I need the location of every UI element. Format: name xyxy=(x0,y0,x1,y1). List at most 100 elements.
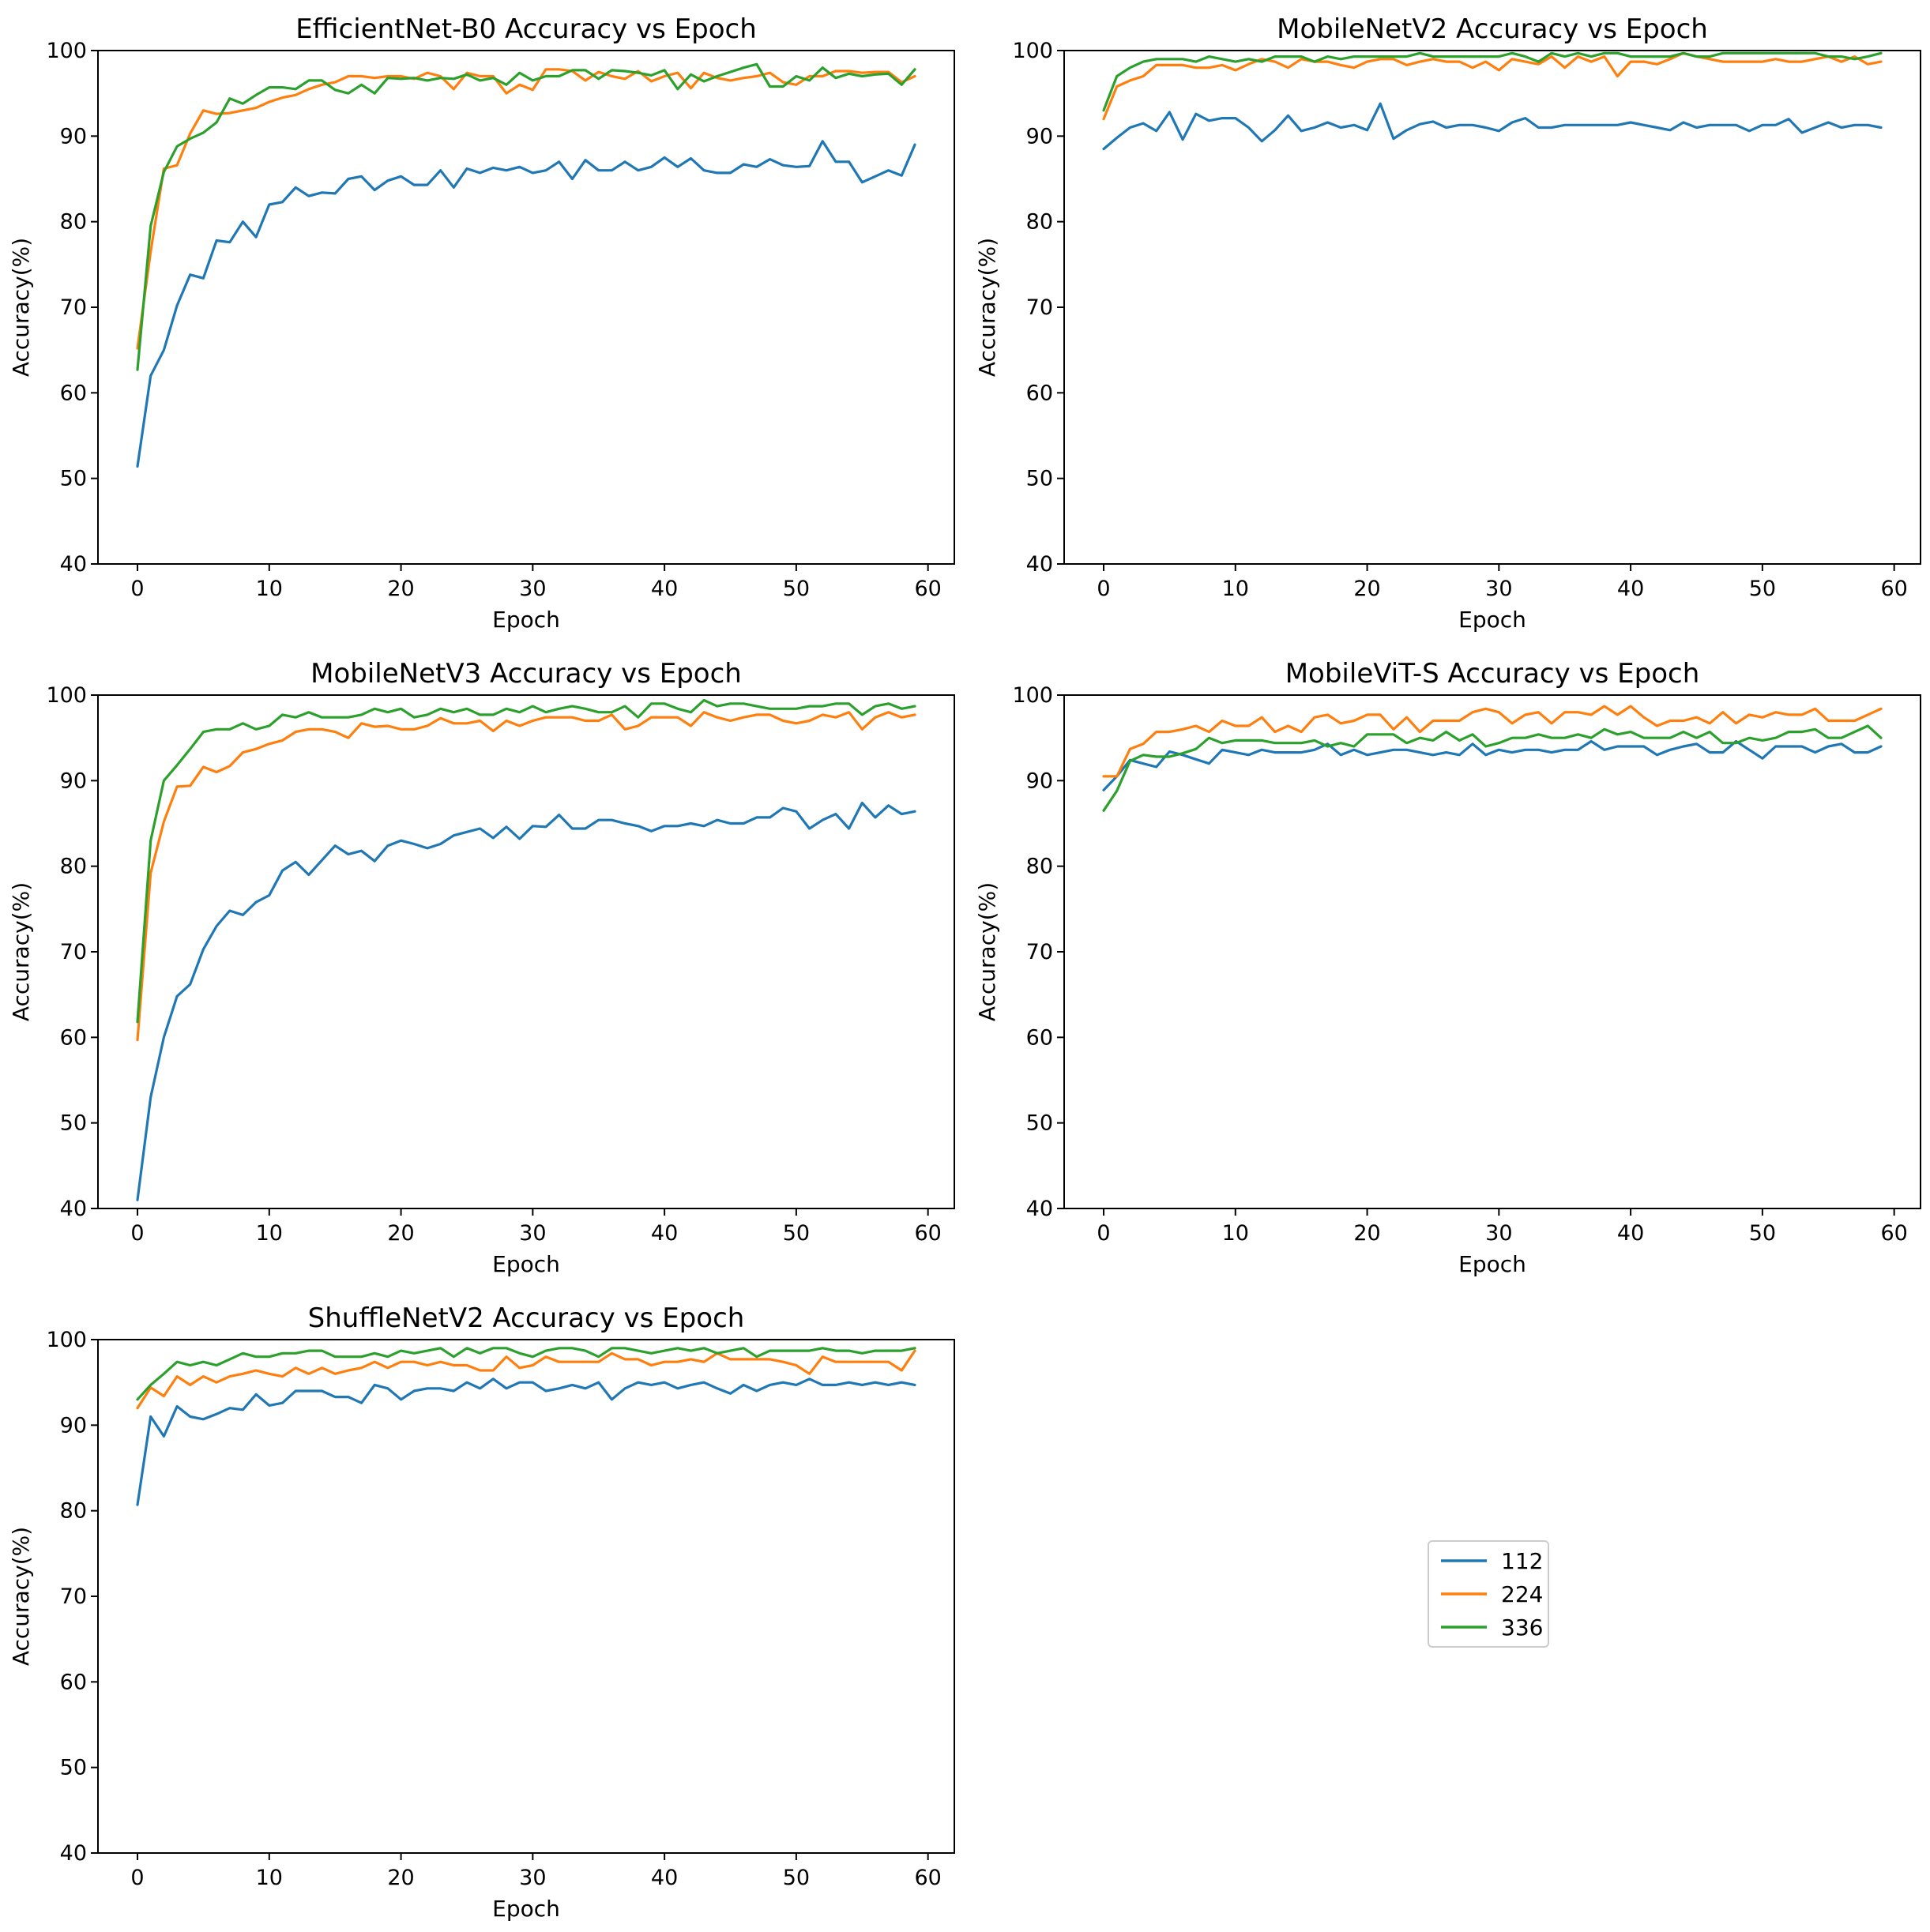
y-tick-label: 100 xyxy=(46,39,87,63)
x-tick-label: 60 xyxy=(914,1866,941,1890)
y-tick-label: 60 xyxy=(1026,1025,1053,1050)
axes-frame xyxy=(97,50,955,565)
x-tick-label: 10 xyxy=(256,1221,283,1246)
y-tick-label: 60 xyxy=(1026,381,1053,405)
y-tick-label: 50 xyxy=(60,467,87,491)
x-tick-label: 0 xyxy=(130,1221,144,1246)
y-tick-label: 40 xyxy=(60,1841,87,1866)
series-line-112 xyxy=(136,140,916,468)
chart-mobilenetv2-accuracy-vs-epoch: MobileNetV2 Accuracy vs Epoch 0 10 20 30 40 50… xyxy=(974,13,1921,633)
y-tick-label: 90 xyxy=(60,1413,87,1438)
series-line-336 xyxy=(136,698,916,1024)
x-tick-label: 10 xyxy=(256,1866,283,1890)
chart-shufflenetv2-accuracy-vs-epoch: ShuffleNetV2 Accuracy vs Epoch 0 10 20 30 40 5… xyxy=(8,1302,955,1922)
chart-title: MobileViT-S Accuracy vs Epoch xyxy=(1285,658,1700,690)
y-tick-label: 40 xyxy=(1026,552,1053,577)
x-tick-label: 40 xyxy=(1617,577,1644,601)
y-tick-label: 60 xyxy=(60,1670,87,1694)
series-line-112 xyxy=(1102,739,1883,791)
x-tick-label: 0 xyxy=(1097,1221,1110,1246)
chart-title: MobileNetV2 Accuracy vs Epoch xyxy=(1277,13,1708,45)
y-tick-label: 80 xyxy=(1026,855,1053,879)
x-tick-label: 60 xyxy=(914,577,941,601)
x-tick-label: 30 xyxy=(519,577,546,601)
chart-title: ShuffleNetV2 Accuracy vs Epoch xyxy=(308,1302,745,1334)
series-line-224 xyxy=(136,711,916,1042)
x-tick-label: 50 xyxy=(1749,1221,1776,1246)
y-tick-label: 100 xyxy=(46,1328,87,1352)
legend-label-112: 112 xyxy=(1501,1548,1543,1574)
y-tick-label: 70 xyxy=(60,940,87,964)
y-tick-label: 90 xyxy=(60,769,87,793)
series-line-336 xyxy=(136,1347,916,1401)
y-tick-label: 50 xyxy=(1026,1111,1053,1136)
x-tick-label: 40 xyxy=(1617,1221,1644,1246)
y-tick-label: 80 xyxy=(1026,210,1053,235)
x-tick-label: 50 xyxy=(783,577,810,601)
x-tick-label: 0 xyxy=(130,577,144,601)
y-tick-label: 90 xyxy=(1026,124,1053,148)
y-tick-label: 70 xyxy=(60,295,87,320)
chart-mobilenetv3-accuracy-vs-epoch: MobileNetV3 Accuracy vs Epoch 0 10 20 30 40 50… xyxy=(8,658,955,1277)
chart-title: EfficientNet-B0 Accuracy vs Epoch xyxy=(295,13,757,45)
y-tick-label: 60 xyxy=(60,381,87,405)
series-line-224 xyxy=(1102,705,1883,778)
x-tick-label: 20 xyxy=(387,1221,414,1246)
x-tick-label: 40 xyxy=(651,1866,678,1890)
x-tick-label: 10 xyxy=(256,577,283,601)
x-tick-label: 40 xyxy=(651,577,678,601)
x-tick-label: 60 xyxy=(914,1221,941,1246)
x-tick-label: 60 xyxy=(1880,577,1907,601)
series-line-336 xyxy=(1102,51,1883,112)
y-axis-label: Accuracy(%) xyxy=(974,882,1000,1021)
series-line-112 xyxy=(136,801,916,1201)
y-tick-label: 40 xyxy=(1026,1197,1053,1221)
x-tick-label: 30 xyxy=(519,1221,546,1246)
y-axis-label: Accuracy(%) xyxy=(8,238,34,377)
y-tick-label: 60 xyxy=(60,1025,87,1050)
chart-title: MobileNetV3 Accuracy vs Epoch xyxy=(310,658,742,690)
x-tick-label: 40 xyxy=(651,1221,678,1246)
axes-frame xyxy=(97,694,955,1209)
y-tick-label: 40 xyxy=(60,1197,87,1221)
x-axis-label: Epoch xyxy=(1458,607,1526,633)
y-tick-label: 90 xyxy=(60,124,87,148)
series-line-336 xyxy=(1102,724,1883,812)
legend-label-336: 336 xyxy=(1501,1614,1543,1641)
y-tick-label: 80 xyxy=(60,1499,87,1524)
axes-frame xyxy=(1063,694,1921,1209)
x-axis-label: Epoch xyxy=(1458,1251,1526,1277)
y-axis-label: Accuracy(%) xyxy=(8,882,34,1021)
y-tick-label: 50 xyxy=(60,1111,87,1136)
y-tick-label: 100 xyxy=(46,683,87,708)
x-tick-label: 60 xyxy=(1880,1221,1907,1246)
x-axis-label: Epoch xyxy=(492,1896,560,1922)
series-line-336 xyxy=(136,62,916,371)
series-line-224 xyxy=(1102,51,1883,121)
y-tick-label: 70 xyxy=(1026,295,1053,320)
x-axis-label: Epoch xyxy=(492,607,560,633)
series-line-224 xyxy=(136,1349,916,1410)
x-tick-label: 30 xyxy=(1485,577,1512,601)
x-tick-label: 10 xyxy=(1222,1221,1249,1246)
x-axis-label: Epoch xyxy=(492,1251,560,1277)
y-tick-label: 40 xyxy=(60,552,87,577)
y-tick-label: 70 xyxy=(1026,940,1053,964)
x-tick-label: 50 xyxy=(1749,577,1776,601)
x-tick-label: 20 xyxy=(387,1866,414,1890)
x-tick-label: 20 xyxy=(1353,1221,1380,1246)
y-tick-label: 70 xyxy=(60,1584,87,1609)
chart-mobilevit-s-accuracy-vs-epoch: MobileViT-S Accuracy vs Epoch 0 10 20 30 40 50… xyxy=(974,658,1921,1277)
y-tick-label: 100 xyxy=(1012,683,1053,708)
y-tick-label: 80 xyxy=(60,855,87,879)
y-tick-label: 50 xyxy=(1026,467,1053,491)
x-tick-label: 20 xyxy=(1353,577,1380,601)
axes-frame xyxy=(1063,50,1921,565)
legend: 112 224 336 xyxy=(1428,1540,1549,1648)
axes-frame xyxy=(97,1339,955,1854)
y-axis-label: Accuracy(%) xyxy=(8,1527,34,1666)
legend-box xyxy=(1428,1540,1549,1648)
series-line-112 xyxy=(136,1378,916,1506)
y-axis-label: Accuracy(%) xyxy=(974,238,1000,377)
